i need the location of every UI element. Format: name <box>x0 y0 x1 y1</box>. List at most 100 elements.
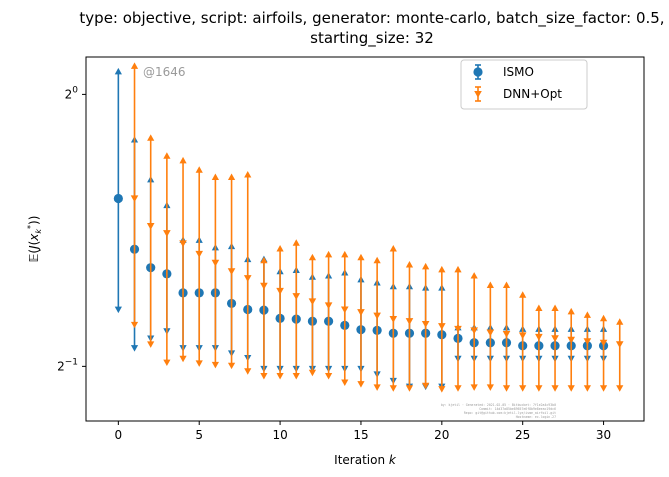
dnn-opt-lower-cap <box>357 381 365 388</box>
fine-print-line-3: Repo: git@github.com:kjetil-lye/isme_air… <box>464 411 556 415</box>
dnn-opt-upper-cap <box>551 304 559 312</box>
legend-items: ISMO DNN+Opt <box>473 64 562 102</box>
dnn-opt-lower-cap <box>486 384 494 391</box>
y-tick-label: 2−1 <box>57 357 78 373</box>
dnn-opt-point <box>130 195 139 203</box>
dnn-opt-upper-cap <box>373 256 381 264</box>
legend-marker <box>474 90 482 98</box>
dnn-opt-point <box>340 306 349 314</box>
ismo-point <box>113 193 123 204</box>
dnn-opt-lower-cap <box>470 384 478 391</box>
dnn-opt-upper-cap <box>357 253 365 261</box>
dnn-opt-upper-cap <box>405 261 414 268</box>
y-axis-label: 𝔼(J(xk*)) <box>26 216 43 263</box>
x-axis-ticks: 0 5 10 15 20 25 30 <box>115 421 611 442</box>
legend-marker <box>473 67 483 77</box>
run-annotation: @1646 <box>143 65 186 79</box>
dnn-opt-lower-cap <box>163 359 171 367</box>
dnn-opt-lower-cap <box>260 373 268 380</box>
dnn-opt-lower-cap <box>373 384 381 391</box>
ismo-upper-cap <box>114 67 122 75</box>
dnn-opt-lower-cap <box>130 321 139 329</box>
dnn-opt-point <box>195 250 204 258</box>
dnn-opt-lower-cap <box>567 385 575 392</box>
dnn-opt-point <box>373 312 381 320</box>
dnn-opt-upper-cap <box>325 250 333 258</box>
x-tick-label: 0 <box>115 428 123 442</box>
dnn-opt-lower-cap <box>244 368 252 375</box>
dnn-opt-lower-cap <box>551 385 559 392</box>
dnn-opt-point <box>179 240 187 248</box>
fine-print-line-2: Commit: 14d37a85be89657e6f8b9e8eeac19dc6 <box>479 407 556 411</box>
dnn-opt-point <box>260 282 268 290</box>
dnn-opt-point <box>308 298 317 306</box>
dnn-opt-upper-cap <box>147 134 155 141</box>
dnn-opt-point <box>227 268 236 276</box>
dnn-opt-upper-cap <box>260 256 268 264</box>
dnn-opt-upper-cap <box>616 318 624 325</box>
dnn-opt-lower-cap <box>519 385 527 392</box>
dnn-opt-upper-cap <box>130 62 139 69</box>
x-axis-label: Iteration k <box>334 453 397 467</box>
dnn-opt-lower-cap <box>389 385 397 392</box>
dnn-opt-upper-cap <box>486 281 494 289</box>
dnn-opt-lower-cap <box>147 341 155 348</box>
chart-title-line-2: starting_size: 32 <box>310 29 434 48</box>
dnn-opt-lower-cap <box>341 379 349 386</box>
ismo-lower-cap <box>130 345 139 352</box>
dnn-opt-lower-cap <box>325 373 333 380</box>
legend-item-ismo: ISMO <box>473 64 534 80</box>
dnn-opt-lower-cap <box>502 385 511 392</box>
dnn-opt-point <box>276 287 284 295</box>
dnn-opt-point <box>454 325 462 333</box>
dnn-opt-lower-cap <box>616 385 624 392</box>
dnn-opt-upper-cap <box>470 272 478 279</box>
y-tick-label: 20 <box>65 85 79 101</box>
dnn-opt-point <box>438 323 446 330</box>
dnn-opt-lower-cap <box>276 373 284 380</box>
x-tick-label: 30 <box>596 428 611 442</box>
dnn-opt-upper-cap <box>292 239 300 246</box>
dnn-opt-upper-cap <box>438 265 446 273</box>
dnn-opt-point <box>502 330 511 338</box>
dnn-opt-upper-cap <box>454 265 462 273</box>
chart-title-line-1: type: objective, script: airfoils, gener… <box>79 9 664 28</box>
fine-print-line-4: Hostname: ec.login.27 <box>516 415 556 419</box>
dnn-opt-upper-cap <box>567 307 575 315</box>
dnn-opt-point <box>470 327 478 335</box>
dnn-opt-point <box>535 333 543 341</box>
dnn-opt-point <box>615 341 624 349</box>
dnn-opt-lower-cap <box>227 362 236 370</box>
dnn-opt-lower-cap <box>405 385 414 392</box>
dnn-opt-lower-cap <box>438 386 446 393</box>
plot-area <box>113 62 624 393</box>
dnn-opt-point <box>405 318 414 325</box>
dnn-opt-upper-cap <box>599 314 608 322</box>
dnn-opt-lower-cap <box>292 373 300 380</box>
fine-print: by: kjetil · Generated: 2021-02-05 · Bit… <box>441 403 556 419</box>
dnn-opt-upper-cap <box>341 250 349 258</box>
dnn-opt-upper-cap <box>389 245 397 252</box>
dnn-opt-point <box>146 222 155 230</box>
dnn-opt-upper-cap <box>179 156 187 164</box>
dnn-opt-point <box>163 230 171 238</box>
dnn-opt-upper-cap <box>583 311 591 318</box>
dnn-opt-point <box>357 309 365 317</box>
dnn-opt-lower-cap <box>583 385 591 392</box>
dnn-opt-upper-cap <box>535 304 543 312</box>
dnn-opt-upper-cap <box>163 152 171 159</box>
x-axis-label-text: Iteration <box>334 453 389 467</box>
fine-print-line-1: by: kjetil · Generated: 2021-02-05 · Bit… <box>441 403 556 407</box>
dnn-opt-lower-cap <box>195 360 203 367</box>
dnn-opt-upper-cap <box>422 262 430 270</box>
series-dnn-opt <box>130 62 624 393</box>
dnn-opt-point <box>421 320 430 328</box>
dnn-opt-lower-cap <box>179 355 187 363</box>
legend-box <box>460 59 588 110</box>
x-axis-label-variable: k <box>389 453 397 467</box>
x-tick-label: 25 <box>515 428 530 442</box>
dnn-opt-lower-cap <box>599 385 608 392</box>
dnn-opt-lower-cap <box>211 361 219 369</box>
axes-frame <box>85 56 645 422</box>
